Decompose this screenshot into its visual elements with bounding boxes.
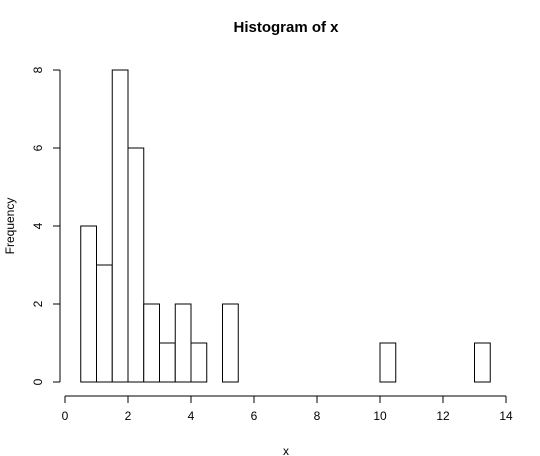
histogram-bar	[222, 303, 239, 383]
histogram-bar	[190, 342, 208, 383]
histogram-bar	[96, 264, 113, 383]
y-tick-label: 4	[31, 222, 45, 229]
y-axis: 0 2 4 6 8	[31, 66, 61, 385]
histogram-bar	[379, 342, 397, 383]
x-tick-label: 2	[125, 409, 132, 423]
histogram-bar	[127, 147, 145, 383]
histogram-bar	[474, 342, 491, 383]
y-tick-label: 2	[31, 300, 45, 307]
histogram-bar	[159, 342, 176, 383]
x-tick-label: 14	[499, 409, 513, 423]
histogram-bars	[80, 69, 491, 383]
x-tick-label: 4	[188, 409, 195, 423]
x-tick-label: 6	[251, 409, 258, 423]
y-tick-label: 0	[31, 378, 45, 385]
histogram-bar	[111, 69, 129, 383]
x-tick-label: 12	[436, 409, 450, 423]
y-tick-label: 6	[31, 144, 45, 151]
histogram-bar	[143, 303, 160, 383]
y-axis-label: Frequency	[3, 198, 17, 255]
y-tick-label: 8	[31, 66, 45, 73]
chart-title: Histogram of x	[233, 19, 339, 36]
x-tick-label: 8	[314, 409, 321, 423]
histogram-bar	[174, 303, 192, 383]
x-axis: 0 2 4 6 8 10 12 14	[62, 395, 513, 423]
x-tick-label: 10	[373, 409, 387, 423]
x-axis-label: x	[283, 444, 289, 456]
histogram-bar	[80, 225, 97, 383]
x-tick-label: 0	[62, 409, 69, 423]
